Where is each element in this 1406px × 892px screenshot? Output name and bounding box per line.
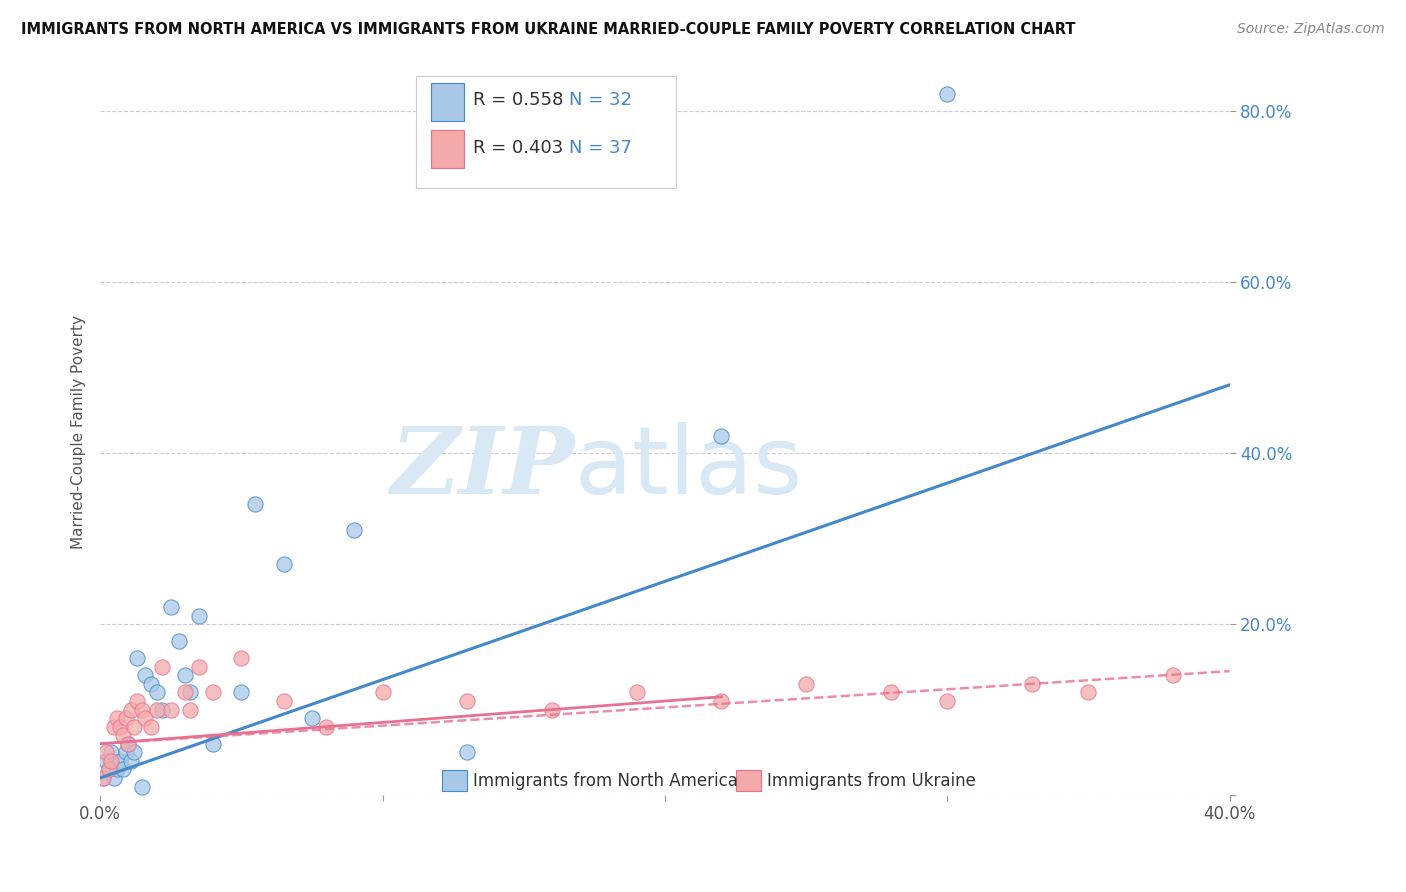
Point [120,703,142,717]
Point [179,703,201,717]
Point [794,677,817,691]
Point [188,608,211,623]
Point [94,745,117,759]
Point [125,694,148,708]
Text: Immigrants from Ukraine: Immigrants from Ukraine [766,772,976,789]
Point [371,685,394,699]
Point [188,660,211,674]
Point [114,711,136,725]
Point [103,720,125,734]
Point [111,728,134,742]
Point [273,694,295,708]
Point [150,660,173,674]
Point [710,429,733,443]
Point [114,745,136,759]
Text: R = 0.558: R = 0.558 [472,91,564,109]
Point [159,703,181,717]
Point [117,737,139,751]
Point [134,668,156,682]
Point [117,737,139,751]
Point [456,694,478,708]
Point [131,703,153,717]
Point [125,651,148,665]
Point [245,498,267,512]
Point [103,771,125,785]
Point [100,754,122,768]
Point [97,763,120,777]
Text: Immigrants from North America: Immigrants from North America [472,772,738,789]
Point [710,694,733,708]
Point [936,694,959,708]
Point [159,600,181,615]
Point [139,677,162,691]
FancyBboxPatch shape [416,76,676,188]
Point [108,754,131,768]
FancyBboxPatch shape [432,83,464,120]
Point [626,685,648,699]
Point [122,745,145,759]
FancyBboxPatch shape [443,770,467,790]
Point [108,720,131,734]
Point [145,685,167,699]
Point [173,668,195,682]
Point [202,737,225,751]
Point [100,745,122,759]
Point [231,685,253,699]
Point [105,711,128,725]
Point [1161,668,1184,682]
Point [97,763,120,777]
Text: ZIP: ZIP [391,423,575,513]
Point [231,651,253,665]
Point [145,703,167,717]
Point [150,703,173,717]
Point [315,720,337,734]
Point [167,634,190,648]
FancyBboxPatch shape [737,770,761,790]
Point [111,763,134,777]
Point [94,754,117,768]
Point [91,771,114,785]
Point [343,523,366,537]
Text: R = 0.403: R = 0.403 [472,139,564,158]
Point [541,703,564,717]
Point [91,771,114,785]
Point [173,685,195,699]
Point [120,754,142,768]
Point [880,685,903,699]
Text: N = 37: N = 37 [569,139,631,158]
Point [122,720,145,734]
Point [134,711,156,725]
Point [179,685,201,699]
Point [1077,685,1099,699]
Point [936,87,959,102]
Point [273,558,295,572]
Point [131,780,153,794]
Text: IMMIGRANTS FROM NORTH AMERICA VS IMMIGRANTS FROM UKRAINE MARRIED-COUPLE FAMILY P: IMMIGRANTS FROM NORTH AMERICA VS IMMIGRA… [21,22,1076,37]
FancyBboxPatch shape [432,130,464,168]
Point [456,745,478,759]
Text: atlas: atlas [575,422,803,514]
Y-axis label: Married-Couple Family Poverty: Married-Couple Family Poverty [72,315,86,549]
Point [139,720,162,734]
Point [105,763,128,777]
Point [202,685,225,699]
Text: N = 32: N = 32 [569,91,631,109]
Text: Source: ZipAtlas.com: Source: ZipAtlas.com [1237,22,1385,37]
Point [301,711,323,725]
Point [1021,677,1043,691]
